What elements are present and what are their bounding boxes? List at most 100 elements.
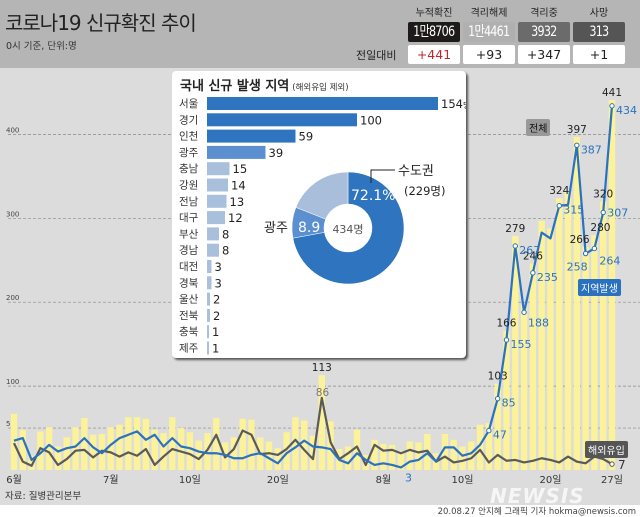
- x-tick-label: 6월: [6, 474, 22, 486]
- region-bar: [207, 97, 438, 110]
- region-bar: [207, 194, 227, 208]
- local-data-label: 434: [616, 104, 637, 117]
- y-tick-label: 200: [6, 294, 19, 302]
- local-data-label: 188: [528, 316, 549, 329]
- bar-total: [538, 220, 545, 470]
- bar-total: [582, 246, 589, 470]
- region-bar: [207, 162, 230, 176]
- x-tick-label: 10일: [452, 474, 474, 486]
- stat-value: 1만8706: [408, 22, 460, 42]
- region-label: 대전: [179, 261, 198, 273]
- bar-total: [63, 437, 70, 470]
- region-bar: [207, 227, 219, 241]
- region-value: 8: [222, 244, 229, 258]
- point-local: [530, 270, 536, 276]
- bar-total: [54, 446, 62, 470]
- point-local: [591, 245, 598, 252]
- bar-total: [441, 433, 449, 470]
- stat-value-text: 1만4461: [468, 24, 510, 40]
- region-label: 울산: [179, 294, 199, 306]
- region-unit: 명: [463, 100, 466, 110]
- legend-imported: 해외유입: [585, 441, 628, 458]
- diff-label: 전일대비: [356, 49, 397, 62]
- region-label: 강원: [179, 180, 198, 192]
- stat-label: 격리중: [530, 8, 558, 19]
- local-data-label: 47: [493, 429, 507, 442]
- region-title-text: 국내 신규 발생 지역: [180, 79, 290, 94]
- bar-total: [301, 420, 308, 470]
- bar-total: [318, 375, 325, 470]
- y-tick-label: 400: [6, 126, 19, 134]
- stat-diff: +441: [408, 45, 460, 64]
- donut-label-capital: 72.1%: [351, 188, 395, 204]
- bar-total: [142, 418, 150, 470]
- bar-total: [371, 439, 378, 470]
- point-local: [600, 209, 606, 216]
- stat-diff: +1: [573, 45, 625, 64]
- local-data-label: 387: [581, 143, 602, 156]
- bar-total: [547, 228, 554, 470]
- local-data-label: 3: [405, 471, 412, 484]
- region-label: 서울: [179, 98, 199, 110]
- region-value: 100: [360, 113, 382, 127]
- legend-total: 전체: [526, 119, 551, 136]
- newsis-logo: NEWSIS: [490, 484, 585, 508]
- point-local: [574, 142, 580, 149]
- callout-line: [370, 169, 395, 183]
- bar-total: [133, 417, 141, 470]
- bar-total: [274, 448, 282, 470]
- region-value: 12: [228, 211, 243, 225]
- bar-total: [450, 439, 457, 470]
- bar-data-label: 103: [488, 371, 508, 383]
- bar-total: [265, 441, 273, 470]
- bar-total: [406, 441, 413, 470]
- x-tick-label: 20일: [267, 474, 289, 486]
- point-local: [503, 337, 510, 343]
- region-bar: [207, 308, 210, 322]
- bar-total: [397, 450, 405, 470]
- region-value: 1: [212, 342, 219, 356]
- point-local: [609, 103, 615, 109]
- bar-total: [239, 418, 246, 470]
- bar-total: [151, 429, 158, 470]
- region-value: 3: [215, 276, 222, 290]
- region-bar: [207, 276, 212, 290]
- stat-value: 1만4461: [463, 22, 515, 42]
- region-value: 59: [299, 130, 314, 144]
- stat-value-text: 313: [589, 24, 609, 40]
- point-local: [512, 243, 518, 249]
- stat-value: 313: [573, 22, 625, 42]
- imported-data-label: 86: [316, 387, 330, 399]
- bar-total: [292, 417, 299, 470]
- region-value: 2: [213, 309, 220, 323]
- stat-label: 격리해제: [470, 8, 508, 19]
- x-tick-label: 8월: [376, 474, 392, 486]
- bar-total: [10, 413, 18, 470]
- region-label: 대구: [179, 212, 199, 224]
- page-title: 코로나19 신규확진 추이: [5, 11, 197, 35]
- bar-data-label: 280: [590, 222, 610, 234]
- region-bar: [207, 178, 228, 192]
- point-local: [486, 427, 492, 434]
- stat-diff: +347: [518, 45, 570, 64]
- donut-slice: [292, 171, 405, 285]
- bar-total: [556, 198, 563, 470]
- local-data-label: 307: [607, 206, 628, 219]
- y-tick-label: 300: [6, 210, 19, 218]
- bar-total: [327, 421, 334, 470]
- bar-data-label: 441: [602, 87, 622, 99]
- bar-total: [204, 433, 211, 470]
- bar-total: [19, 429, 26, 470]
- bar-total: [81, 417, 88, 470]
- bar-total: [169, 417, 176, 470]
- region-label: 전북: [179, 310, 199, 322]
- region-bar: [207, 211, 225, 225]
- bar-data-label: 324: [549, 185, 569, 197]
- region-value: 154명: [441, 97, 466, 111]
- bar-total: [353, 429, 361, 470]
- region-label: 전남: [179, 196, 199, 208]
- bar-total: [230, 437, 238, 470]
- region-value: 15: [233, 162, 248, 176]
- imported-data-label: 7: [618, 458, 626, 472]
